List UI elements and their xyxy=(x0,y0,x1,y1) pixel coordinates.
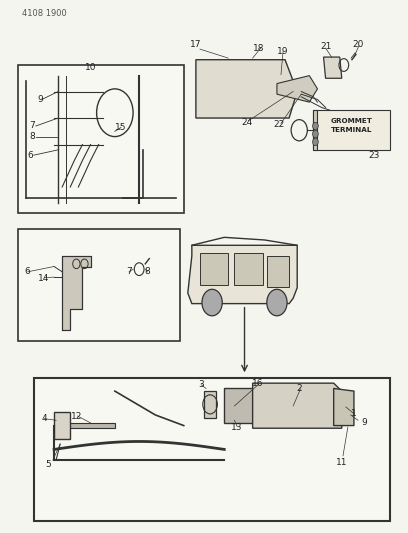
Text: 22: 22 xyxy=(273,120,285,129)
Text: 16: 16 xyxy=(252,378,263,387)
Text: 9: 9 xyxy=(37,95,43,104)
Circle shape xyxy=(313,122,318,130)
Bar xyxy=(234,253,263,285)
Text: 7: 7 xyxy=(29,122,35,131)
Text: 14: 14 xyxy=(38,273,50,282)
Text: 11: 11 xyxy=(336,458,348,467)
Text: 15: 15 xyxy=(115,123,126,132)
Polygon shape xyxy=(324,57,342,78)
Text: 19: 19 xyxy=(277,47,289,56)
Polygon shape xyxy=(334,389,354,425)
Bar xyxy=(200,253,228,285)
Circle shape xyxy=(267,289,287,316)
Bar xyxy=(18,229,180,341)
Text: 7: 7 xyxy=(126,268,132,276)
Text: 1: 1 xyxy=(351,409,357,418)
Text: 12: 12 xyxy=(71,411,82,421)
Polygon shape xyxy=(204,391,216,418)
Text: 23: 23 xyxy=(368,151,380,160)
Text: 4108 1900: 4108 1900 xyxy=(22,10,67,18)
Text: 4: 4 xyxy=(41,414,47,423)
Polygon shape xyxy=(224,389,253,423)
Bar xyxy=(313,110,390,150)
Text: 6: 6 xyxy=(25,268,31,276)
Text: 5: 5 xyxy=(45,460,51,469)
Text: 21: 21 xyxy=(320,42,331,51)
Text: 13: 13 xyxy=(231,423,242,432)
Circle shape xyxy=(202,289,222,316)
Text: 9: 9 xyxy=(361,418,367,427)
Circle shape xyxy=(313,138,318,146)
Text: 10: 10 xyxy=(85,63,96,72)
Polygon shape xyxy=(66,423,115,428)
Text: 24: 24 xyxy=(241,118,252,127)
Bar xyxy=(267,256,289,287)
Text: GROMMET: GROMMET xyxy=(331,118,373,124)
Text: 2: 2 xyxy=(297,384,302,393)
Polygon shape xyxy=(54,413,70,439)
Text: 18: 18 xyxy=(253,44,264,53)
Polygon shape xyxy=(277,76,317,102)
Polygon shape xyxy=(188,245,297,304)
Polygon shape xyxy=(253,383,342,428)
Text: 20: 20 xyxy=(352,41,364,50)
Text: TERMINAL: TERMINAL xyxy=(331,127,373,133)
Text: 6: 6 xyxy=(27,151,33,160)
Polygon shape xyxy=(62,256,91,330)
Text: 17: 17 xyxy=(190,41,202,50)
Polygon shape xyxy=(196,60,297,118)
Text: 8: 8 xyxy=(29,132,35,141)
Bar xyxy=(313,110,317,150)
Circle shape xyxy=(313,130,318,138)
Text: 8: 8 xyxy=(144,268,150,276)
Bar xyxy=(34,378,390,521)
Bar xyxy=(18,65,184,214)
Text: 3: 3 xyxy=(198,380,204,389)
